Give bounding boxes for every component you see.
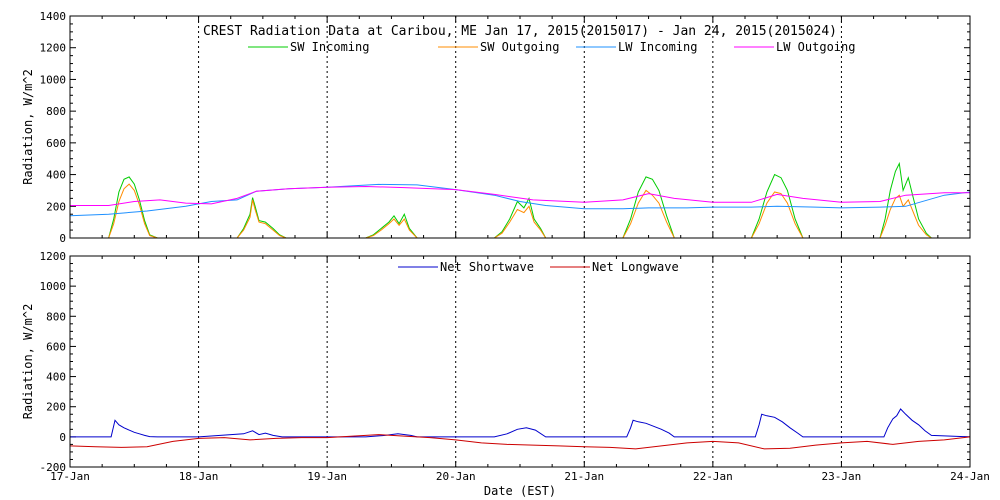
x-tick-label: 19-Jan [307,470,347,483]
legend-label-sw-incoming: SW Incoming [290,40,369,54]
y-axis-label: Radiation, W/m^2 [21,69,35,185]
legend-label-lw-incoming: LW Incoming [618,40,697,54]
y-tick-label: -200 [40,461,67,474]
y-tick-label: 0 [59,431,66,444]
plot-frame [69,255,971,468]
y-tick-label: 600 [46,340,66,353]
y-tick-label: 0 [59,232,66,245]
x-tick-label: 17-Jan [50,470,90,483]
x-tick-label: 24-Jan [950,470,990,483]
y-tick-label: 400 [46,169,66,182]
sw-outgoing-line [70,183,970,239]
legend-label-sw-outgoing: SW Outgoing [480,40,559,54]
legend-label-net-shortwave: Net Shortwave [440,260,534,274]
y-tick-label: 200 [46,200,66,213]
y-tick-label: 600 [46,137,66,150]
legend-label-net-longwave: Net Longwave [592,260,679,274]
lw-outgoing-line [70,185,970,206]
y-tick-label: 1400 [40,10,67,23]
y-tick-label: 1200 [40,42,67,55]
y-tick-label: 1000 [40,280,67,293]
x-tick-label: 23-Jan [822,470,862,483]
x-tick-label: 22-Jan [693,470,733,483]
net-shortwave-line [70,408,971,438]
chart-title: CREST Radiation Data at Caribou, ME Jan … [203,24,837,39]
x-axis-label: Date (EST) [484,484,556,498]
plot-frame [69,15,971,239]
legend-label-lw-outgoing: LW Outgoing [776,40,855,54]
y-tick-label: 800 [46,310,66,323]
y-tick-label: 400 [46,371,66,384]
y-tick-label: 1000 [40,73,67,86]
panel-2 [69,255,971,468]
x-tick-label: 18-Jan [179,470,219,483]
sw-incoming-line [70,161,970,239]
y-axis-label: Radiation, W/m^2 [21,304,35,420]
y-tick-label: 800 [46,105,66,118]
y-tick-label: 1200 [40,250,67,263]
net-longwave-line [69,434,971,450]
y-tick-label: 200 [46,401,66,414]
x-tick-label: 20-Jan [436,470,476,483]
x-tick-label: 21-Jan [564,470,604,483]
panel-1 [69,15,971,239]
